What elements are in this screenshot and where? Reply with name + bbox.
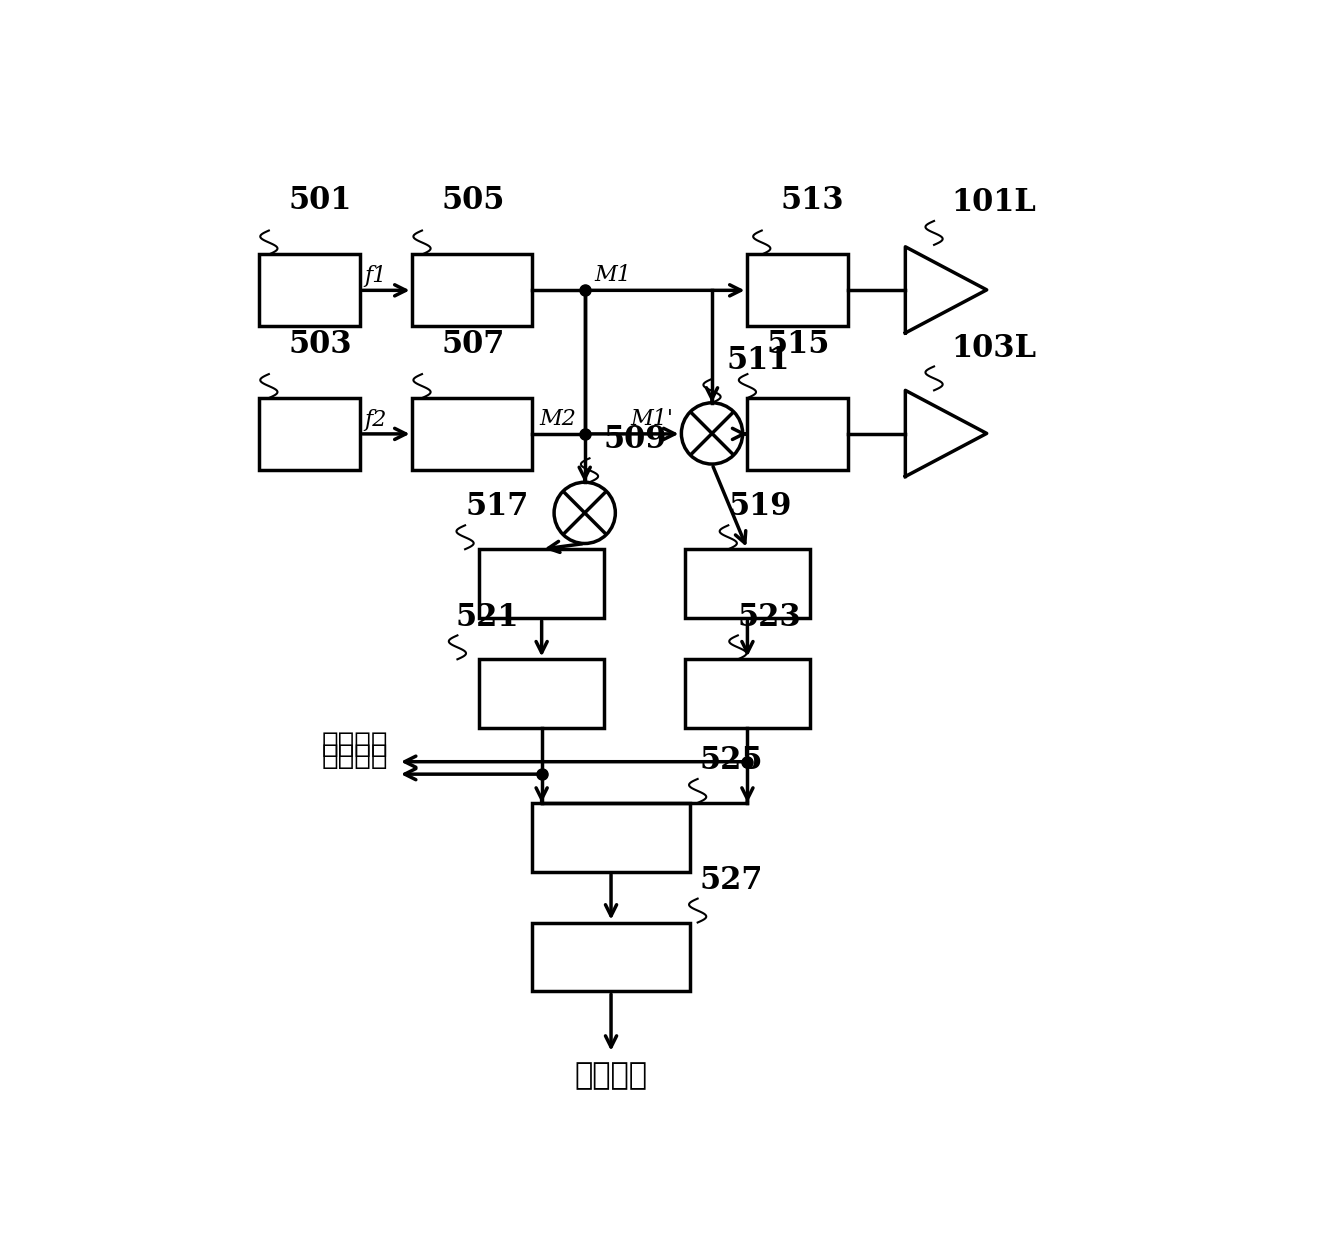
- Text: M2: M2: [540, 408, 576, 430]
- Bar: [412, 398, 532, 470]
- Text: 523: 523: [738, 602, 802, 633]
- Bar: [747, 255, 848, 326]
- Text: 511: 511: [726, 346, 790, 375]
- Bar: [685, 659, 810, 728]
- Text: 527: 527: [699, 865, 763, 896]
- Text: 521: 521: [456, 602, 519, 633]
- Text: f2: f2: [365, 409, 386, 431]
- Text: 515: 515: [766, 328, 830, 359]
- Text: 525: 525: [699, 745, 763, 776]
- Text: 距离数据: 距离数据: [575, 1062, 647, 1090]
- Bar: [480, 549, 604, 618]
- Text: 基准信号: 基准信号: [322, 742, 389, 771]
- Bar: [259, 255, 360, 326]
- Text: 519: 519: [729, 491, 792, 522]
- Bar: [480, 659, 604, 728]
- Text: 103L: 103L: [952, 333, 1036, 363]
- Text: M1': M1': [631, 408, 674, 430]
- Text: 101L: 101L: [952, 188, 1036, 218]
- Text: 509: 509: [604, 424, 667, 455]
- Text: 513: 513: [781, 185, 845, 216]
- Text: 501: 501: [287, 185, 352, 216]
- Text: 检测信号: 检测信号: [322, 730, 389, 758]
- Bar: [747, 398, 848, 470]
- Bar: [685, 549, 810, 618]
- Bar: [259, 398, 360, 470]
- Text: 517: 517: [465, 491, 528, 522]
- Text: f1: f1: [365, 266, 386, 287]
- Text: 507: 507: [441, 328, 504, 359]
- Bar: [532, 803, 690, 871]
- Bar: [412, 255, 532, 326]
- Bar: [532, 922, 690, 992]
- Text: M1: M1: [594, 264, 631, 286]
- Text: 505: 505: [441, 185, 504, 216]
- Text: 503: 503: [287, 328, 352, 359]
